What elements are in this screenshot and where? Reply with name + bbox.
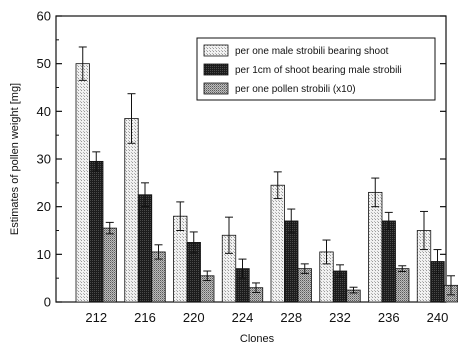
bar-212-series-1 xyxy=(75,63,90,303)
y-axis: 0 10 20 30 40 50 60 xyxy=(37,9,446,310)
x-tick-label-228: 228 xyxy=(280,310,302,325)
x-tick-label-212: 212 xyxy=(85,310,107,325)
x-tick-label-220: 220 xyxy=(183,310,205,325)
legend-label-1: per one male strobili bearing shoot xyxy=(235,46,389,57)
y-tick-label: 10 xyxy=(37,247,51,262)
legend-swatch-2 xyxy=(203,63,229,76)
legend: per one male strobili bearing shoot per … xyxy=(196,37,436,101)
legend-box xyxy=(196,37,436,101)
y-tick-label: 0 xyxy=(44,295,51,310)
bar-228-series-1 xyxy=(270,184,285,303)
legend-swatch-3 xyxy=(203,82,229,95)
bar-236-series-3 xyxy=(395,268,410,303)
bar-216-series-1 xyxy=(124,118,139,303)
x-tick-label-240: 240 xyxy=(427,310,449,325)
y-tick-label: 60 xyxy=(37,9,51,24)
y-tick-label: 40 xyxy=(37,104,51,119)
y-tick-label: 30 xyxy=(37,152,51,167)
x-axis-title: Clones xyxy=(240,333,275,345)
bar-236-series-2 xyxy=(381,220,396,303)
bar-212-series-2 xyxy=(89,160,104,303)
errorbars-layer xyxy=(78,46,455,296)
y-tick-label: 20 xyxy=(37,199,51,214)
x-tick-label-216: 216 xyxy=(134,310,156,325)
legend-label-3: per one pollen strobili (x10) xyxy=(235,84,356,95)
bar-212-series-3 xyxy=(102,227,117,303)
bar-236-series-1 xyxy=(368,191,383,303)
x-tick-label-224: 224 xyxy=(232,310,254,325)
x-tick-label-236: 236 xyxy=(378,310,400,325)
legend-swatch-1 xyxy=(203,44,229,57)
y-tick-label: 50 xyxy=(37,56,51,71)
x-axis: 212 216 220 224 228 232 236 240 xyxy=(85,310,448,325)
y-axis-title: Estimates of pollen weight [mg] xyxy=(9,83,21,235)
legend-label-2: per 1cm of shoot bearing male strobili xyxy=(235,65,402,76)
x-tick-label-232: 232 xyxy=(329,310,351,325)
bars-layer xyxy=(75,63,458,303)
bar-216-series-2 xyxy=(137,194,153,303)
